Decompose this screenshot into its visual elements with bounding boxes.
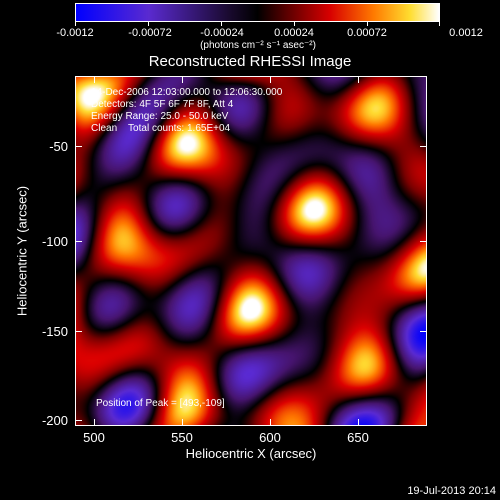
x-tick xyxy=(94,419,95,426)
peak-position-annotation: Position of Peak = [493,-109] xyxy=(96,398,225,409)
counts-annotation: Clean Total counts: 1.65E+04 xyxy=(91,123,231,134)
y-tick xyxy=(420,331,427,332)
y-tick-label: -200 xyxy=(41,413,68,428)
image-plot: 14-Dec-2006 12:03:00.000 to 12:06:30.000… xyxy=(75,76,427,426)
x-tick xyxy=(182,419,183,426)
footer-date: 19-Jul-2013 20:14 xyxy=(407,485,496,497)
x-tick xyxy=(358,76,359,83)
x-tick-label: 500 xyxy=(83,430,105,445)
colorbar-tick xyxy=(221,22,222,26)
colorbar-tick xyxy=(367,22,368,26)
colorbar-tick-label: 0.00072 xyxy=(347,27,387,39)
y-tick-label: -50 xyxy=(49,139,68,154)
x-tick-label: 650 xyxy=(347,430,369,445)
y-tick-label: -100 xyxy=(41,234,68,249)
colorbar-tick-label: -0.0012 xyxy=(56,27,94,39)
colorbar-tick xyxy=(439,22,440,26)
x-tick-label: 550 xyxy=(171,430,193,445)
y-tick xyxy=(75,146,82,147)
x-axis-label: Heliocentric X (arcsec) xyxy=(185,446,317,461)
colorbar-tick-label: -0.00024 xyxy=(200,27,244,39)
y-tick xyxy=(75,420,82,421)
colorbar-tick xyxy=(75,22,76,26)
colorbar-tick xyxy=(294,22,295,26)
colorbar-tick-label: -0.00072 xyxy=(128,27,172,39)
y-tick xyxy=(420,146,427,147)
y-tick-label: -150 xyxy=(41,324,68,339)
y-tick xyxy=(75,331,82,332)
y-axis-label: Heliocentric Y (arcsec) xyxy=(14,185,30,317)
y-tick xyxy=(75,241,82,242)
energy-range-annotation: Energy Range: 25.0 - 50.0 keV xyxy=(91,111,229,122)
y-tick xyxy=(420,241,427,242)
colorbar-tick xyxy=(148,22,149,26)
time-range-annotation: 14-Dec-2006 12:03:00.000 to 12:06:30.000 xyxy=(91,87,283,98)
rhessi-image-map xyxy=(76,77,426,425)
colorbar-tick-label: 0.00024 xyxy=(274,27,314,39)
x-tick xyxy=(270,76,271,83)
colorbar-tick-label: 0.0012 xyxy=(449,27,483,39)
colorbar xyxy=(75,3,440,22)
x-tick xyxy=(270,419,271,426)
x-tick xyxy=(358,419,359,426)
x-tick xyxy=(182,76,183,83)
x-tick xyxy=(94,76,95,83)
x-tick-label: 600 xyxy=(259,430,281,445)
detectors-annotation: Detectors: 4F 5F 6F 7F 8F, Att 4 xyxy=(91,99,234,110)
colorbar-units: (photons cm⁻² s⁻¹ asec⁻²) xyxy=(200,40,316,51)
colorbar-gradient xyxy=(76,4,439,21)
image-title: Reconstructed RHESSI Image xyxy=(148,53,352,70)
